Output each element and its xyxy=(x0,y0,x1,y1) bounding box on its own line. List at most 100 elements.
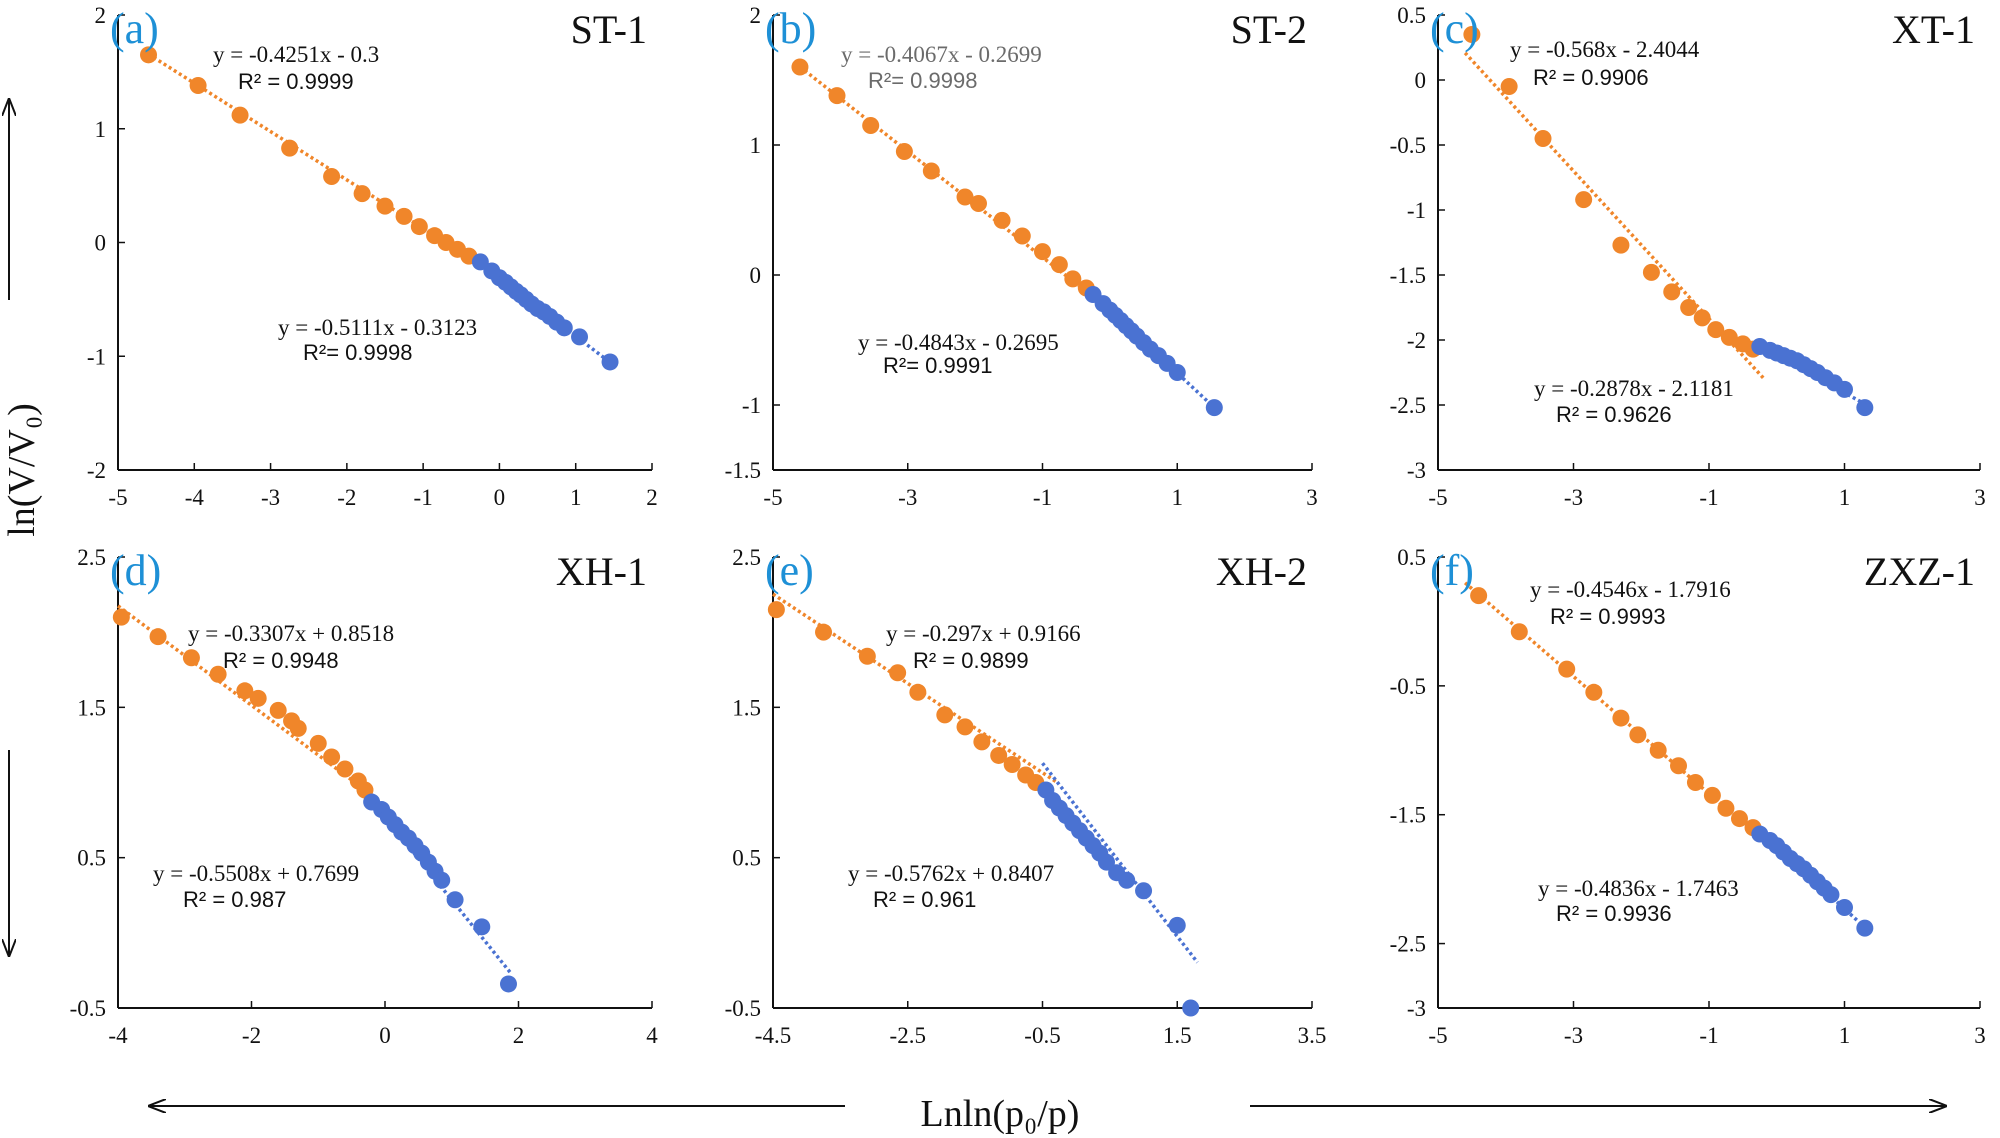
x-tick-label: 4 xyxy=(646,1023,658,1048)
data-point-orange xyxy=(1642,263,1660,281)
data-point-orange xyxy=(112,608,130,626)
data-point-orange xyxy=(231,106,249,124)
data-point-orange xyxy=(1463,26,1481,43)
y-axis-title: ln(V/V₀) xyxy=(1,403,43,537)
panel-f: -5 -3 -1 1 3-3-2.5-1.5-0.50.5y = -0.4546x - … xyxy=(1390,545,1986,1048)
sample-title: ZXZ-1 xyxy=(1864,549,1975,594)
data-point-blue xyxy=(1168,916,1186,934)
x-tick-label: -0.5 xyxy=(1024,1023,1060,1048)
data-point-orange xyxy=(956,188,974,206)
panel-letter: (c) xyxy=(1430,4,1479,53)
data-point-orange xyxy=(1703,786,1721,804)
x-tick-label: -3 xyxy=(261,485,280,510)
data-point-blue xyxy=(1205,399,1223,417)
y-tick-label: -1.5 xyxy=(1390,803,1426,828)
data-point-orange xyxy=(140,46,158,64)
data-point-orange xyxy=(1064,270,1082,288)
r-squared-blue: R²= 0.9998 xyxy=(303,340,412,365)
panel-c: -5 -3 -1 1 3-3-2.5-2-1.5-1-0.500.5y = -0.568… xyxy=(1390,3,1986,510)
data-point-orange xyxy=(956,718,974,736)
y-tick-label: 2 xyxy=(750,3,762,28)
trendline-orange xyxy=(147,52,478,264)
r-squared-blue: R² = 0.9626 xyxy=(1556,402,1672,427)
data-point-orange xyxy=(1050,256,1068,274)
x-tick-label: 1 xyxy=(570,485,582,510)
data-point-orange xyxy=(1013,227,1031,245)
data-point-orange xyxy=(1693,309,1711,327)
r-squared-orange: R² = 0.9899 xyxy=(913,648,1029,673)
sample-title: ST-1 xyxy=(571,7,647,52)
data-point-orange xyxy=(1707,321,1725,339)
data-point-orange xyxy=(323,748,341,766)
x-tick-label: 1.5 xyxy=(1163,1023,1192,1048)
x-tick-label: -1 xyxy=(1699,1023,1718,1048)
x-tick-label: -1 xyxy=(414,485,433,510)
y-tick-label: 0 xyxy=(750,263,762,288)
data-point-orange xyxy=(1575,191,1593,209)
r-squared-orange: R² = 0.9906 xyxy=(1533,65,1649,90)
x-tick-label: -2 xyxy=(242,1023,261,1048)
y-tick-label: -1 xyxy=(742,393,761,418)
r-squared-blue: R² = 0.961 xyxy=(873,887,976,912)
data-point-orange xyxy=(1510,623,1528,641)
data-point-orange xyxy=(990,746,1008,764)
x-tick-label: -3 xyxy=(898,485,917,510)
panels: -5 -4 -3 -2 -1 0 1 2 -2 -1 0 1 2 y = -0.4251x - 0.3 R²… xyxy=(70,3,1986,1048)
sample-title: ST-2 xyxy=(1231,7,1307,52)
y-tick-label: -1.5 xyxy=(1390,263,1426,288)
x-tick-label: 1 xyxy=(1172,485,1184,510)
data-point-orange xyxy=(1629,726,1647,744)
y-tick-label: 2.5 xyxy=(77,545,106,570)
x-tick-label: -5 xyxy=(1428,485,1447,510)
data-point-blue xyxy=(1182,999,1200,1017)
data-point-orange xyxy=(1720,328,1738,346)
data-point-orange xyxy=(973,733,991,751)
data-point-orange xyxy=(767,601,785,619)
x-tick-label: 3.5 xyxy=(1298,1023,1327,1048)
equation-blue: y = -0.5762x + 0.8407 xyxy=(848,861,1054,886)
x-tick-label: -4 xyxy=(108,1023,128,1048)
equation-blue: y = -0.5508x + 0.7699 xyxy=(153,861,359,886)
data-point-orange xyxy=(1649,741,1667,759)
y-tick-label: 0.5 xyxy=(1397,3,1426,28)
r-squared-blue: R² = 0.9936 xyxy=(1556,901,1672,926)
x-tick-label: 3 xyxy=(1306,485,1318,510)
sample-title: XH-2 xyxy=(1216,549,1307,594)
equation-orange: y = -0.4251x - 0.3 xyxy=(213,42,379,67)
x-tick-label: 2 xyxy=(513,1023,525,1048)
x-tick-label: -5 xyxy=(1428,1023,1447,1048)
equation-orange: y = -0.3307x + 0.8518 xyxy=(188,621,394,646)
data-point-orange xyxy=(309,734,327,752)
equation-blue: y = -0.5111x - 0.3123 xyxy=(278,315,477,340)
y-tick-label: -0.5 xyxy=(1390,133,1426,158)
y-tick-label: -2 xyxy=(1407,328,1426,353)
data-point-orange xyxy=(149,628,167,646)
x-tick-label: -4.5 xyxy=(755,1023,791,1048)
data-point-orange xyxy=(323,168,341,186)
data-point-orange xyxy=(209,665,227,683)
y-tick-label: 2 xyxy=(95,3,107,28)
data-point-blue xyxy=(1168,364,1186,381)
y-tick-label: -2.5 xyxy=(1390,932,1426,957)
data-point-orange xyxy=(1470,587,1488,605)
data-point-orange xyxy=(189,77,207,95)
data-point-blue xyxy=(433,871,451,889)
data-point-orange xyxy=(1612,236,1630,254)
data-point-blue xyxy=(471,253,489,271)
data-point-orange xyxy=(858,647,876,665)
y-tick-label: 1 xyxy=(750,133,762,158)
y-tick-label: -0.5 xyxy=(70,996,106,1021)
data-point-orange xyxy=(289,719,307,737)
y-tick-label: -3 xyxy=(1407,458,1426,483)
data-point-orange xyxy=(791,58,809,76)
x-tick-label: -5 xyxy=(763,485,782,510)
panel-letter: (b) xyxy=(765,4,816,53)
x-tick-label: 0 xyxy=(379,1023,391,1048)
data-point-orange xyxy=(281,139,299,157)
panel-e: -4.5 -2.5 -0.5 1.5 3.5 -0.5 0.5 1.5 2.5 y = -0.29… xyxy=(725,545,1327,1048)
data-point-orange xyxy=(269,701,287,719)
x-tick-label: 0 xyxy=(494,485,506,510)
data-point-orange xyxy=(410,218,428,236)
